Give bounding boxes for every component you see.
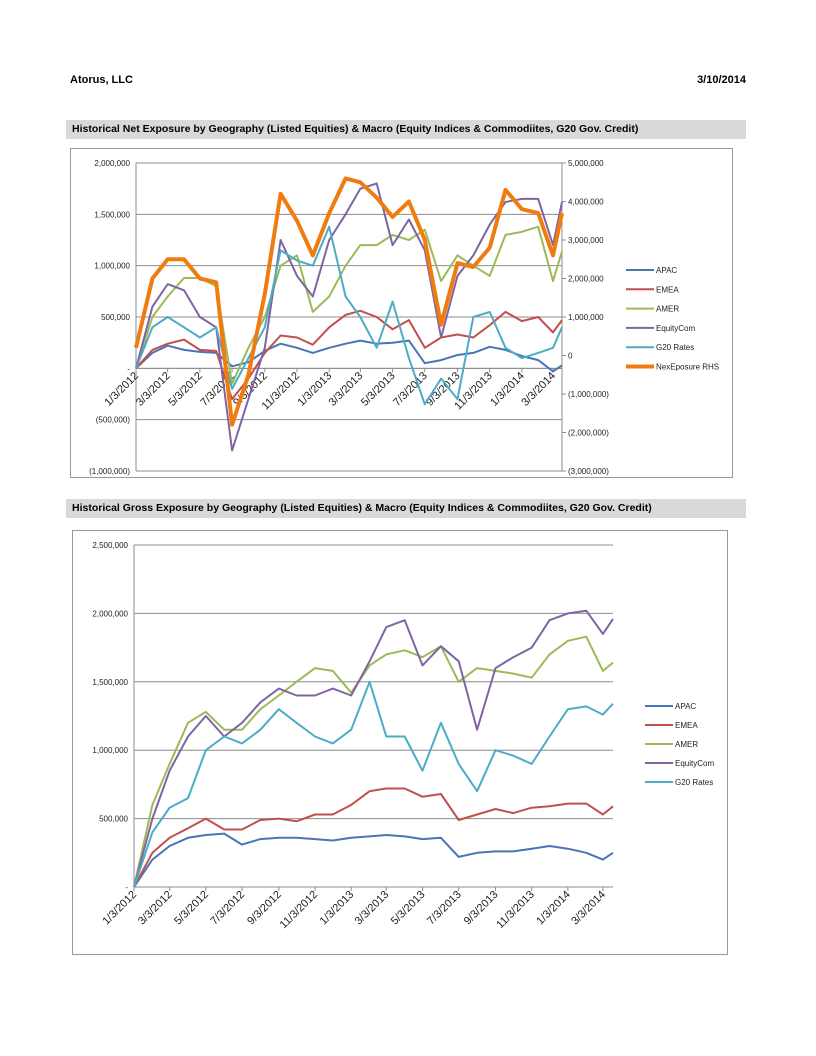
series-line-g20-rates [135, 225, 563, 406]
company-name: Atorus, LLC [70, 74, 133, 86]
y-tick-label: 500,000 [101, 313, 130, 322]
y-tick-label: 1,000,000 [94, 262, 130, 271]
report-date: 3/10/2014 [697, 74, 746, 86]
y2-tick-label: (1,000,000) [568, 390, 609, 399]
y-tick-label: - [127, 364, 130, 373]
series-line-nexeposure-rhs [134, 176, 564, 427]
series-line-amer [133, 635, 614, 888]
y2-tick-label: 0 [568, 352, 573, 361]
y-tick-label: 2,500,000 [92, 541, 128, 550]
gross-exposure-chart-svg: 2,500,000 2,000,000 1,500,000 1,000,000 500,… [92, 541, 714, 932]
y-tick-label: 500,000 [99, 815, 128, 824]
y2-tick-label: 3,000,000 [568, 236, 604, 245]
y2-tick-label: (3,000,000) [568, 467, 609, 476]
net-exposure-chart: 2,000,000 1,500,000 1,000,000 500,000 - (500,… [70, 148, 733, 478]
y2-tick-label: 5,000,000 [568, 159, 604, 168]
y-tick-label: (1,000,000) [89, 467, 130, 476]
x-tick-label: 5/3/2012 [166, 370, 205, 409]
y2-tick-label: (2,000,000) [568, 429, 609, 438]
legend-label: APAC [656, 266, 677, 275]
y2-tick-label: 4,000,000 [568, 198, 604, 207]
y-tick-label: 1,000,000 [92, 746, 128, 755]
y2-tick-label: 2,000,000 [568, 275, 604, 284]
series-line-amer [135, 225, 563, 385]
series-line-apac [133, 832, 614, 888]
x-tick-label: 1/3/2013 [318, 889, 357, 928]
legend-label: AMER [656, 305, 679, 314]
gross-exposure-chart: 2,500,000 2,000,000 1,500,000 1,000,000 500,… [72, 530, 728, 955]
net-exposure-chart-svg: 2,000,000 1,500,000 1,000,000 500,000 - (500,… [89, 159, 719, 476]
legend-label: AMER [675, 740, 698, 749]
x-tick-label: 3/3/2013 [327, 370, 366, 409]
y-tick-label: (500,000) [96, 416, 131, 425]
x-tick-label: 3/3/2012 [134, 370, 173, 409]
x-tick-label: 3/3/2012 [136, 889, 175, 928]
legend-label: NexEposure RHS [656, 363, 719, 372]
x-tick-label: 7/3/2013 [425, 889, 464, 928]
series-line-apac [135, 339, 563, 373]
y-tick-label: 1,500,000 [92, 678, 128, 687]
y-tick-label: 2,000,000 [94, 159, 130, 168]
y-tick-label: 2,000,000 [92, 609, 128, 618]
y2-tick-label: 1,000,000 [568, 313, 604, 322]
x-tick-label: 1/3/2014 [534, 889, 573, 928]
series-line-g20-rates [133, 680, 614, 888]
x-tick-label: 5/3/2013 [359, 370, 398, 409]
x-tick-label: 3/3/2014 [519, 370, 558, 409]
net-exposure-chart-title: Historical Net Exposure by Geography (Li… [66, 120, 746, 139]
y-tick-label: - [125, 883, 128, 892]
legend-label: EquityCom [675, 759, 714, 768]
y-tick-label: 1,500,000 [94, 210, 130, 219]
legend-label: G20 Rates [656, 343, 694, 352]
gross-exposure-chart-title: Historical Gross Exposure by Geography (… [66, 499, 746, 518]
legend-label: EMEA [656, 285, 679, 294]
x-tick-label: 11/3/2012 [278, 889, 321, 932]
series-line-equitycom [133, 609, 614, 888]
x-tick-label: 3/3/2013 [353, 889, 392, 928]
x-tick-label: 1/3/2012 [100, 889, 139, 928]
x-tick-label: 7/3/2012 [208, 889, 247, 928]
x-tick-label: 5/3/2012 [172, 889, 211, 928]
series-line-emea [135, 309, 563, 401]
x-tick-label: 11/3/2013 [494, 889, 537, 932]
legend-label: APAC [675, 702, 696, 711]
legend-label: EquityCom [656, 324, 695, 333]
series-line-emea [133, 787, 614, 888]
x-tick-label: 3/3/2014 [569, 889, 608, 928]
x-tick-label: 5/3/2013 [389, 889, 428, 928]
legend-label: G20 Rates [675, 778, 713, 787]
legend-label: EMEA [675, 721, 698, 730]
